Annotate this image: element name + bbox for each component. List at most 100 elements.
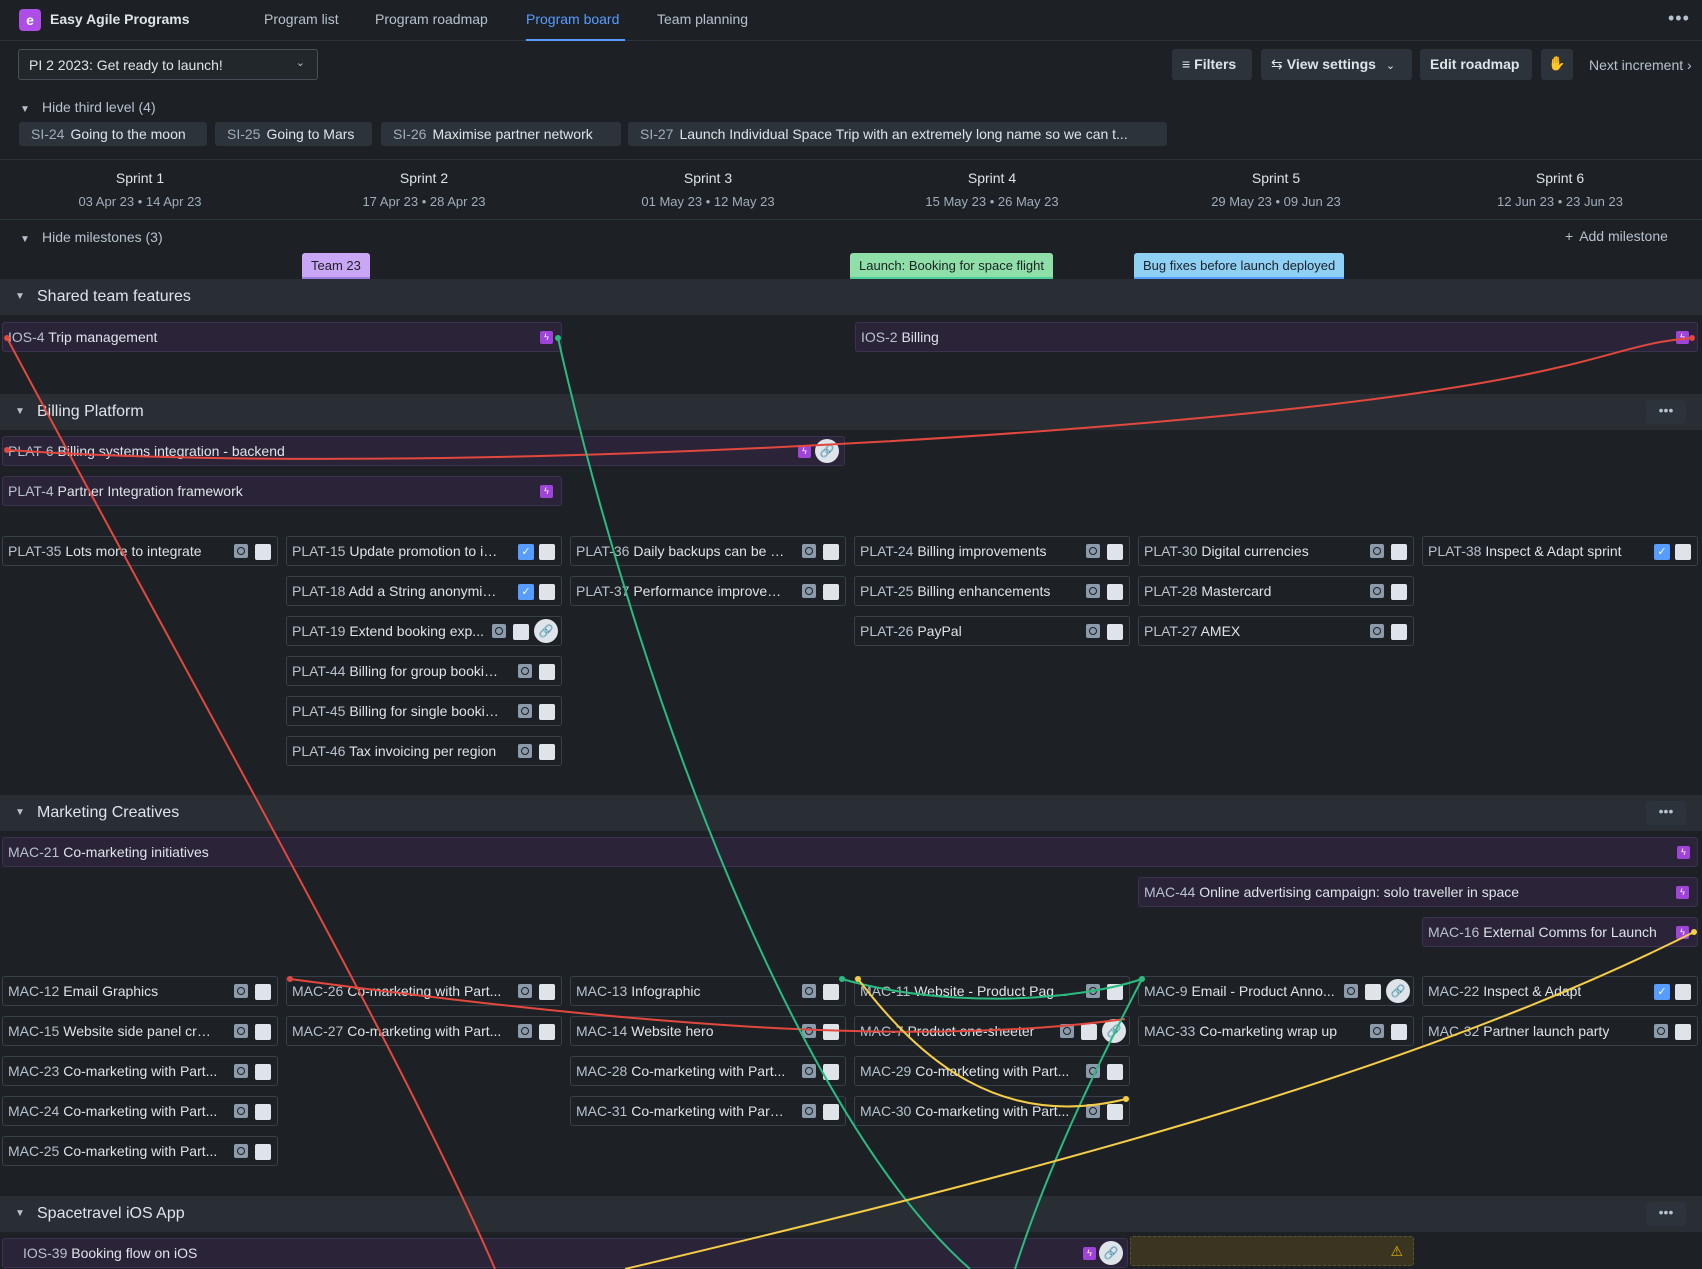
issue-card[interactable]: PLAT-36 Daily backups can be p... bbox=[570, 536, 846, 566]
team-more-button[interactable]: ••• bbox=[1646, 801, 1686, 825]
team-header-ios[interactable]: ▼ Spacetravel iOS App ••• bbox=[0, 1196, 1702, 1232]
issue-card[interactable]: PLAT-46 Tax invoicing per region bbox=[286, 736, 562, 766]
link-icon[interactable]: 🔗 bbox=[1102, 1019, 1126, 1043]
issue-card[interactable]: MAC-23 Co-marketing with Part... bbox=[2, 1056, 278, 1086]
hand-pan-icon[interactable]: ✋ bbox=[1541, 49, 1573, 80]
chevron-down-icon: ⌄ bbox=[295, 57, 305, 69]
issue-card[interactable]: MAC-26 Co-marketing with Part... bbox=[286, 976, 562, 1006]
sprint-header: Sprint 4 15 May 23 • 26 May 23 bbox=[925, 170, 1059, 209]
story-done-icon: ✓ bbox=[518, 584, 534, 600]
issue-card[interactable]: MAC-9 Email - Product Anno... bbox=[1138, 976, 1414, 1006]
feature-card[interactable]: MAC-16 External Comms for Launch ϟ bbox=[1422, 917, 1698, 947]
issue-summary: MAC-31 Co-marketing with Partn... bbox=[576, 1103, 786, 1119]
sprint-header: Sprint 2 17 Apr 23 • 28 Apr 23 bbox=[362, 170, 486, 209]
feature-card[interactable]: IOS-39 Booking flow on iOS ϟ bbox=[2, 1238, 1128, 1268]
issue-card[interactable]: MAC-28 Co-marketing with Part... bbox=[570, 1056, 846, 1086]
feature-card[interactable]: PLAT-6 Billing systems integration - bac… bbox=[2, 436, 845, 466]
feature-card[interactable]: MAC-21 Co-marketing initiatives ϟ bbox=[2, 837, 1698, 867]
issue-card[interactable]: PLAT-24 Billing improvements bbox=[854, 536, 1130, 566]
add-milestone-button[interactable]: + Add milestone bbox=[1565, 228, 1668, 244]
issue-card[interactable]: PLAT-38 Inspect & Adapt sprint ✓ bbox=[1422, 536, 1698, 566]
issue-card[interactable]: MAC-30 Co-marketing with Part... bbox=[854, 1096, 1130, 1126]
issue-card[interactable]: PLAT-15 Update promotion to inc... ✓ bbox=[286, 536, 562, 566]
milestone-launch[interactable]: Launch: Booking for space flight bbox=[850, 253, 1054, 279]
issue-card[interactable]: MAC-7 Product one-sheeter bbox=[854, 1016, 1130, 1046]
issue-card[interactable]: PLAT-44 Billing for group bookings bbox=[286, 656, 562, 686]
issue-type-icon bbox=[823, 1024, 839, 1040]
team-header-shared[interactable]: ▼ Shared team features bbox=[0, 279, 1702, 315]
issue-card[interactable]: PLAT-35 Lots more to integrate bbox=[2, 536, 278, 566]
app-logo-icon[interactable]: e bbox=[19, 9, 41, 31]
team-header-marketing[interactable]: ▼ Marketing Creatives ••• bbox=[0, 795, 1702, 831]
feature-card[interactable]: PLAT-4 Partner Integration framework ϟ bbox=[2, 476, 562, 506]
issue-type-icon bbox=[539, 704, 555, 720]
estimate-icon bbox=[1086, 984, 1100, 998]
issue-summary: PLAT-44 Billing for group bookings bbox=[292, 663, 502, 679]
issue-card[interactable]: MAC-11 Website - Product Page ... bbox=[854, 976, 1130, 1006]
filters-button[interactable]: ≡ Filters bbox=[1172, 49, 1252, 80]
issue-card[interactable]: MAC-13 Infographic bbox=[570, 976, 846, 1006]
edit-roadmap-button[interactable]: Edit roadmap bbox=[1420, 49, 1532, 80]
feature-card[interactable]: IOS-2 Billing ϟ bbox=[855, 322, 1698, 352]
tab-team-planning[interactable]: Team planning bbox=[657, 11, 749, 27]
feature-warning-extension[interactable]: ⚠ bbox=[1130, 1236, 1414, 1266]
issue-card[interactable]: MAC-33 Co-marketing wrap up bbox=[1138, 1016, 1414, 1046]
team-more-button[interactable]: ••• bbox=[1646, 400, 1686, 424]
issue-card[interactable]: MAC-12 Email Graphics bbox=[2, 976, 278, 1006]
issue-card[interactable]: PLAT-27 AMEX bbox=[1138, 616, 1414, 646]
issue-type-icon bbox=[1107, 1104, 1123, 1120]
milestone-team-23[interactable]: Team 23 bbox=[302, 253, 370, 279]
estimate-icon bbox=[1060, 1024, 1074, 1038]
feature-icon: ϟ bbox=[1083, 1247, 1096, 1260]
issue-card[interactable]: MAC-31 Co-marketing with Partn... bbox=[570, 1096, 846, 1126]
issue-card[interactable]: PLAT-28 Mastercard bbox=[1138, 576, 1414, 606]
issue-summary: PLAT-18 Add a String anonymize... bbox=[292, 583, 502, 599]
issue-card[interactable]: MAC-24 Co-marketing with Part... bbox=[2, 1096, 278, 1126]
issue-card[interactable]: PLAT-37 Performance improvem... bbox=[570, 576, 846, 606]
issue-card[interactable]: MAC-25 Co-marketing with Part... bbox=[2, 1136, 278, 1166]
issue-card[interactable]: PLAT-26 PayPal bbox=[854, 616, 1130, 646]
third-level-pill[interactable]: SI-26 Maximise partner network bbox=[381, 122, 621, 146]
milestones-toggle[interactable]: ▼ Hide milestones (3) bbox=[20, 229, 163, 245]
issue-card[interactable]: MAC-14 Website hero bbox=[570, 1016, 846, 1046]
tab-program-roadmap[interactable]: Program roadmap bbox=[375, 11, 488, 27]
link-icon[interactable]: 🔗 bbox=[1386, 979, 1410, 1003]
issue-card[interactable]: PLAT-30 Digital currencies bbox=[1138, 536, 1414, 566]
plus-icon: + bbox=[1565, 228, 1574, 244]
next-increment-button[interactable]: Next increment › bbox=[1589, 57, 1692, 73]
story-done-icon: ✓ bbox=[518, 544, 534, 560]
third-level-toggle[interactable]: ▼ Hide third level (4) bbox=[20, 99, 156, 115]
tab-program-board[interactable]: Program board bbox=[526, 11, 620, 27]
link-icon[interactable]: 🔗 bbox=[815, 439, 839, 463]
estimate-icon bbox=[1654, 1024, 1668, 1038]
program-increment-select[interactable]: PI 2 2023: Get ready to launch! ⌄ bbox=[18, 49, 318, 80]
link-icon[interactable]: 🔗 bbox=[534, 619, 558, 643]
issue-card[interactable]: PLAT-45 Billing for single bookings bbox=[286, 696, 562, 726]
team-header-billing[interactable]: ▼ Billing Platform ••• bbox=[0, 394, 1702, 430]
issue-card[interactable]: MAC-22 Inspect & Adapt ✓ bbox=[1422, 976, 1698, 1006]
tab-program-list[interactable]: Program list bbox=[264, 11, 339, 27]
third-level-pill[interactable]: SI-25 Going to Mars bbox=[215, 122, 372, 146]
issue-summary: MAC-23 Co-marketing with Part... bbox=[8, 1063, 218, 1079]
feature-icon: ϟ bbox=[1676, 331, 1689, 344]
view-settings-button[interactable]: ⇆ View settings ⌄ bbox=[1261, 49, 1412, 80]
issue-card[interactable]: PLAT-19 Extend booking exp... bbox=[286, 616, 562, 646]
third-level-pill[interactable]: SI-27 Launch Individual Space Trip with a… bbox=[628, 122, 1167, 146]
app-name: Easy Agile Programs bbox=[50, 11, 190, 27]
feature-card[interactable]: MAC-44 Online advertising campaign: solo… bbox=[1138, 877, 1698, 907]
issue-card[interactable]: MAC-32 Partner launch party bbox=[1422, 1016, 1698, 1046]
third-level-pill[interactable]: SI-24 Going to the moon bbox=[19, 122, 207, 146]
team-more-button[interactable]: ••• bbox=[1646, 1202, 1686, 1226]
link-icon[interactable]: 🔗 bbox=[1099, 1241, 1123, 1265]
milestone-bug-fixes[interactable]: Bug fixes before launch deployed bbox=[1134, 253, 1345, 279]
issue-card[interactable]: MAC-27 Co-marketing with Part... bbox=[286, 1016, 562, 1046]
issue-card[interactable]: MAC-15 Website side panel cros... bbox=[2, 1016, 278, 1046]
feature-card[interactable]: IOS-4 Trip management ϟ bbox=[2, 322, 562, 352]
more-options-icon[interactable]: ••• bbox=[1668, 8, 1690, 28]
pi-select-value: PI 2 2023: Get ready to launch! bbox=[29, 57, 223, 73]
issue-card[interactable]: PLAT-18 Add a String anonymize... ✓ bbox=[286, 576, 562, 606]
issue-card[interactable]: PLAT-25 Billing enhancements bbox=[854, 576, 1130, 606]
issue-card[interactable]: MAC-29 Co-marketing with Part... bbox=[854, 1056, 1130, 1086]
issue-type-icon bbox=[255, 1024, 271, 1040]
feature-icon: ϟ bbox=[1676, 926, 1689, 939]
